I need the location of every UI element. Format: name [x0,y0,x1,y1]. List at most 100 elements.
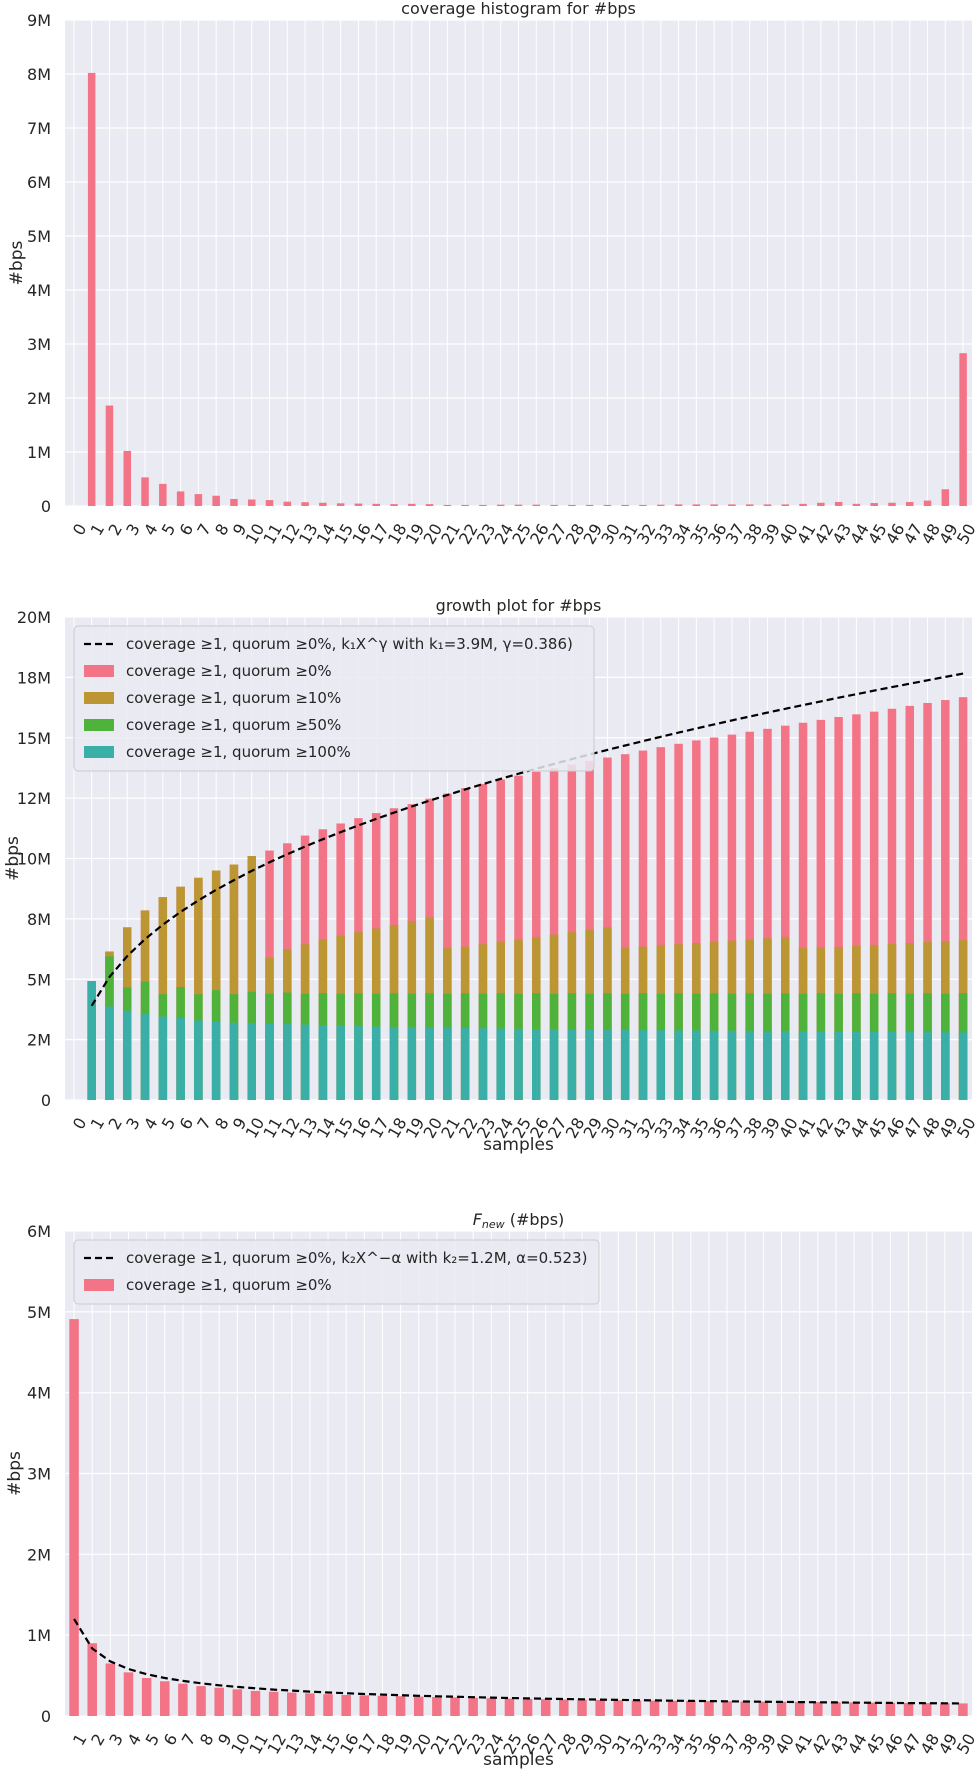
bar-series-4-3 [122,1010,132,1100]
bar-series-1-40 [776,1701,787,1716]
bar-count-5 [159,483,167,506]
bar-series-4-39 [763,1031,772,1100]
bar-series-1-35 [692,740,701,1100]
bar-series-4-8 [211,1021,221,1100]
chart-title: coverage histogram for #bps [401,0,636,18]
bar-count-40 [781,504,790,506]
bar-count-9 [230,498,238,506]
bar-series-1-37 [722,1701,732,1716]
bar-series-4-35 [692,1030,701,1100]
y-tick-label: 6M [27,173,51,192]
bar-series-4-40 [781,1031,790,1100]
bar-series-4-18 [389,1027,399,1100]
y-tick-label: 0 [41,1091,51,1110]
bar-series-1-49 [940,1703,950,1716]
bar-series-1-1 [69,1319,79,1716]
bar-series-1-42 [813,1702,823,1716]
bar-count-46 [888,502,896,506]
legend: coverage ≥1, quorum ≥0%, k₁X^γ with k₁=3… [73,625,595,772]
bar-series-4-43 [834,1031,843,1100]
legend-entry-label: coverage ≥1, quorum ≥0%, k₁X^γ with k₁=3… [126,635,573,653]
bar-series-4-36 [709,1030,719,1100]
bar-series-1-35 [686,1700,696,1716]
bar-count-6 [176,491,185,506]
bar-series-1-6 [160,1681,170,1716]
bar-series-4-7 [194,1020,203,1100]
bar-series-1-23 [478,783,488,1100]
bar-count-10 [247,499,256,506]
y-tick-label: 2M [27,389,51,408]
bar-count-25 [514,504,523,506]
bar-count-26 [532,504,541,506]
bar-series-1-44 [852,714,861,1100]
bar-series-1-50 [958,697,968,1100]
y-tick-label: 12M [17,789,51,808]
bar-series-1-46 [887,708,897,1100]
y-tick-label: 5M [27,227,51,246]
bar-series-4-47 [905,1032,915,1100]
y-tick-label: 7M [27,119,51,138]
bar-series-4-37 [727,1030,737,1100]
legend-entry-label: coverage ≥1, quorum ≥0% [126,1276,332,1294]
bar-count-30 [603,504,612,506]
x-axis-label: samples [483,1750,554,1770]
y-tick-label: 8M [27,910,51,929]
bar-series-4-9 [229,1022,239,1100]
bar-series-4-42 [816,1031,826,1100]
bar-count-37 [728,504,736,506]
chart-2: 02M5M8M10M12M15M18M20M012345678910111213… [3,596,977,1155]
bar-count-11 [265,500,274,506]
bar-series-4-11 [265,1023,274,1100]
chart-1: 01M2M3M4M5M6M7M8M9M012345678910111213141… [7,0,977,547]
bar-series-1-36 [709,737,719,1100]
bar-series-4-22 [460,1028,470,1100]
bar-series-4-16 [354,1026,363,1100]
legend: coverage ≥1, quorum ≥0%, k₂X^−α with k₂=… [73,1239,600,1305]
bar-series-4-26 [532,1028,541,1100]
legend-entry-label: coverage ≥1, quorum ≥0%, k₂X^−α with k₂=… [126,1249,587,1267]
bar-count-39 [763,504,772,506]
bar-count-23 [479,504,487,506]
bar-count-31 [621,504,629,506]
bar-count-44 [852,503,861,506]
bar-series-4-25 [514,1028,523,1100]
bar-series-1-39 [758,1701,769,1716]
y-tick-label: 10M [17,850,51,869]
bar-series-1-15 [323,1694,333,1716]
bar-count-12 [283,501,292,506]
bar-series-4-4 [140,1014,150,1100]
bar-series-4-13 [300,1024,310,1100]
bar-series-1-37 [727,734,737,1100]
bar-series-1-17 [359,1695,370,1716]
bar-series-1-50 [958,1703,968,1716]
bar-series-4-34 [674,1030,683,1100]
x-tick-label: 50 [953,1730,977,1757]
y-tick-label: 8M [27,65,51,84]
bar-series-4-33 [656,1030,666,1100]
bar-series-4-1 [87,981,96,1100]
bar-count-49 [941,489,950,506]
bar-series-2-8 [211,870,221,1100]
bar-series-1-4 [123,1672,134,1716]
bar-series-4-5 [158,1016,168,1100]
bar-count-33 [657,504,665,506]
bar-series-1-41 [794,1701,805,1716]
bar-count-34 [674,504,683,506]
bar-series-4-27 [549,1029,559,1100]
bar-series-2-10 [247,856,256,1100]
bar-series-1-16 [341,1694,351,1716]
bar-series-4-38 [745,1030,754,1100]
bar-series-1-38 [740,1701,750,1716]
legend-bar-swatch [84,746,114,758]
bar-count-43 [834,501,843,506]
x-tick-label: 50 [953,520,977,547]
y-tick-label: 3M [27,335,51,354]
y-tick-label: 4M [27,281,51,300]
chart-title: Fnew (#bps) [473,1210,565,1231]
bar-series-4-48 [923,1032,932,1100]
bar-series-1-42 [816,719,826,1100]
bar-series-1-44 [849,1702,859,1716]
bar-series-4-32 [638,1030,648,1100]
bar-series-4-21 [443,1027,452,1100]
bar-series-4-44 [852,1031,861,1100]
